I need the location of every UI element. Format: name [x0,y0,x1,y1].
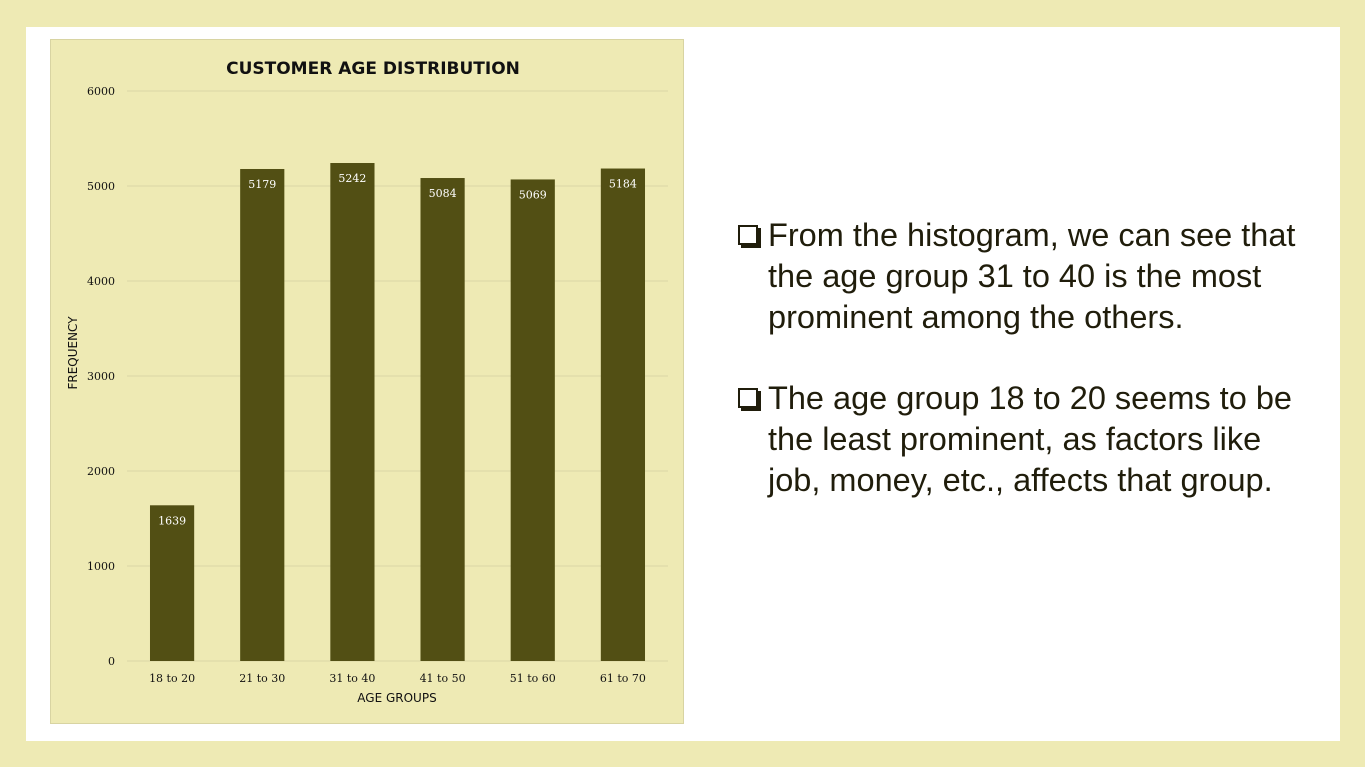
x-tick-label: 31 to 40 [329,672,375,685]
data-label: 5242 [338,172,366,185]
bar [600,168,646,661]
chart-title: CUSTOMER AGE DISTRIBUTION [226,59,520,79]
bar [149,505,195,661]
y-tick-label: 5000 [87,180,115,193]
x-tick-label: 18 to 20 [149,672,195,685]
bullet-item: From the histogram, we can see that the … [738,215,1298,338]
y-tick-label: 3000 [87,370,115,383]
y-tick-label: 6000 [87,85,115,98]
checkbox-bullet-icon [738,225,758,245]
y-tick-label: 0 [108,655,115,668]
chart-panel: 0 1000 2000 3000 4000 5000 6000 1639 18 to 20 517… [50,39,684,724]
bar-chart: 0 1000 2000 3000 4000 5000 6000 1639 18 to 20 517… [66,59,668,705]
checkbox-bullet-icon [738,388,758,408]
bar [510,179,555,661]
bullet-item: The age group 18 to 20 seems to be the l… [738,378,1298,501]
data-label: 5084 [429,187,457,200]
x-axis-title: AGE GROUPS [357,691,436,705]
bar [240,168,285,661]
x-tick-label: 41 to 50 [420,672,466,685]
y-tick-label: 4000 [87,275,115,288]
bar [330,163,375,661]
y-tick-label: 1000 [87,560,115,573]
bullet-list: From the histogram, we can see that the … [738,215,1298,541]
slide: 0 1000 2000 3000 4000 5000 6000 1639 18 to 20 517… [26,27,1340,741]
bullet-text: The age group 18 to 20 seems to be the l… [768,380,1292,498]
y-axis-title: FREQUENCY [66,316,80,390]
bullet-text: From the histogram, we can see that the … [768,217,1296,335]
data-label: 5184 [609,178,637,191]
x-tick-label: 21 to 30 [239,672,285,685]
x-tick-label: 61 to 70 [600,672,646,685]
data-label: 1639 [158,514,186,527]
y-tick-label: 2000 [87,465,115,478]
bar [420,178,465,661]
data-label: 5069 [519,188,547,201]
x-tick-label: 51 to 60 [510,672,556,685]
data-label: 5179 [248,178,276,191]
